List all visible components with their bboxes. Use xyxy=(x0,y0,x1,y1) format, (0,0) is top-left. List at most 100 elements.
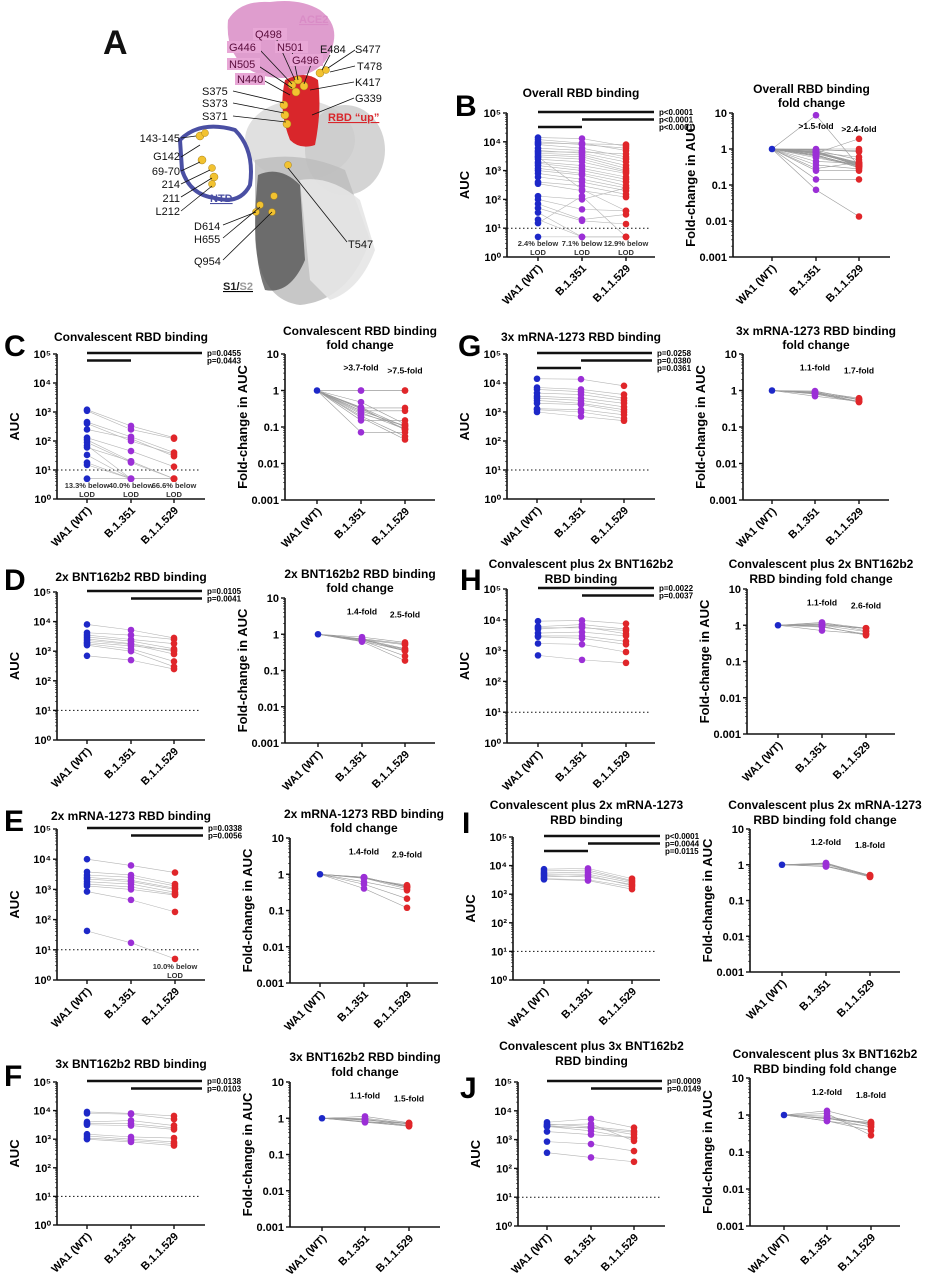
data-point xyxy=(170,435,178,443)
chart-title: Overall RBD binding xyxy=(523,86,640,100)
lod-note: LOD xyxy=(166,490,182,499)
data-point xyxy=(823,1110,831,1117)
y-tick-label: 10⁰ xyxy=(34,735,51,747)
x-tick-label: B.1.1.529 xyxy=(835,978,877,1020)
data-point xyxy=(401,404,409,412)
chart-title: 2x mRNA-1273 RBD binding xyxy=(284,807,444,821)
residue-label: S375 xyxy=(202,86,228,98)
data-point xyxy=(577,401,585,408)
data-point xyxy=(584,873,592,881)
y-tick-label: 0.001 xyxy=(716,967,744,979)
data-point xyxy=(170,1115,178,1123)
panel-letter: D xyxy=(4,564,26,597)
data-point xyxy=(83,641,91,649)
y-tick-label: 0.1 xyxy=(712,180,727,192)
data-point xyxy=(83,444,91,451)
y-tick-label: 0.01 xyxy=(706,216,727,228)
y-tick-label: 10³ xyxy=(485,407,501,419)
data-point xyxy=(578,192,586,200)
data-point xyxy=(780,1111,788,1119)
x-tick-label: B.1.351 xyxy=(335,989,371,1025)
data-point xyxy=(587,1140,595,1148)
residue-label: E484 xyxy=(320,44,346,56)
data-point xyxy=(127,641,135,648)
data-point xyxy=(127,475,135,483)
fold-label: 2.6-fold xyxy=(851,600,881,610)
data-point xyxy=(543,1138,551,1145)
x-tick-label: B.1.1.529 xyxy=(139,746,181,788)
x-tick-label: B.1.351 xyxy=(793,740,829,776)
y-tick-label: 10⁰ xyxy=(484,252,501,264)
x-tick-label: B.1.1.529 xyxy=(831,740,873,782)
data-point xyxy=(83,888,91,895)
data-point xyxy=(622,659,630,667)
data-point xyxy=(83,875,91,883)
data-point xyxy=(630,1158,638,1166)
p-value: p=0.0044 xyxy=(665,840,700,849)
residue-label: N501 xyxy=(277,42,303,54)
y-tick-label: 1 xyxy=(735,620,741,632)
x-tick-label: B.1.351 xyxy=(562,1232,598,1268)
chart-title: fold change xyxy=(326,581,394,595)
y-tick-label: 10⁰ xyxy=(34,975,51,987)
residue-label: G446 xyxy=(229,42,256,54)
fold-label: >7.5-fold xyxy=(387,366,422,376)
data-point xyxy=(811,390,819,397)
lod-note: LOD xyxy=(79,490,95,499)
lod-note: LOD xyxy=(530,248,546,257)
data-point xyxy=(83,637,91,644)
lod-note: 7.1% below xyxy=(562,239,603,248)
residue-label: T547 xyxy=(348,239,373,251)
y-tick-label: 10² xyxy=(485,436,501,448)
residue-label: 211 xyxy=(162,193,180,205)
x-tick-label: B.1.1.529 xyxy=(370,506,412,548)
x-tick-label: B.1.351 xyxy=(559,986,595,1022)
y-tick-label: 10⁵ xyxy=(484,584,501,596)
data-point xyxy=(543,1149,551,1157)
data-point xyxy=(622,620,630,627)
data-point xyxy=(170,650,178,658)
data-point xyxy=(127,896,135,904)
y-tick-label: 0.1 xyxy=(726,657,741,669)
x-tick-label: B.1.351 xyxy=(333,749,369,785)
data-point xyxy=(533,399,541,407)
data-point xyxy=(855,162,863,170)
y-tick-label: 1 xyxy=(738,860,744,872)
y-tick-label: 1 xyxy=(278,1113,284,1125)
data-point xyxy=(533,375,541,383)
data-point xyxy=(127,1122,135,1129)
x-tick-label: WA1 (WT) xyxy=(499,504,544,549)
y-tick-label: 0.1 xyxy=(729,896,744,908)
y-tick-label: 0.1 xyxy=(722,422,737,434)
y-tick-label: 1 xyxy=(721,144,727,156)
data-point xyxy=(587,1127,595,1135)
p-value: p=0.0338 xyxy=(208,824,243,833)
fold-label: 1.4-fold xyxy=(347,606,377,616)
chart-title: 3x BNT162b2 RBD binding xyxy=(289,1050,440,1064)
data-point xyxy=(170,452,178,460)
data-point xyxy=(83,652,91,660)
y-tick-label: 10³ xyxy=(491,889,507,901)
x-tick-label: B.1.1.529 xyxy=(591,263,633,305)
data-point xyxy=(866,872,874,880)
y-tick-label: 10³ xyxy=(35,884,51,896)
p-value: p=0.0138 xyxy=(207,1077,242,1086)
y-axis-label: AUC xyxy=(457,651,472,680)
lod-note: 12.9% below xyxy=(604,239,649,248)
y-tick-label: 0.01 xyxy=(263,1186,284,1198)
auc-chart: 3x BNT162b2 RBD binding 10⁰ 10¹ 10² 10³ 10⁴ 10… xyxy=(7,1057,242,1275)
y-tick-label: 0.001 xyxy=(256,1222,284,1234)
data-point xyxy=(855,398,863,405)
data-point xyxy=(313,387,321,394)
data-point xyxy=(622,641,630,648)
data-point xyxy=(83,475,91,483)
panel-letter: E xyxy=(4,805,24,838)
data-point xyxy=(127,647,135,655)
x-tick-label: B.1.351 xyxy=(798,1232,834,1268)
chart-title: Convalescent plus 2x BNT162b2 xyxy=(489,557,674,571)
data-point xyxy=(171,955,179,963)
y-tick-label: 10⁴ xyxy=(33,617,51,629)
y-axis-label: Fold-change in AUC xyxy=(697,599,712,723)
